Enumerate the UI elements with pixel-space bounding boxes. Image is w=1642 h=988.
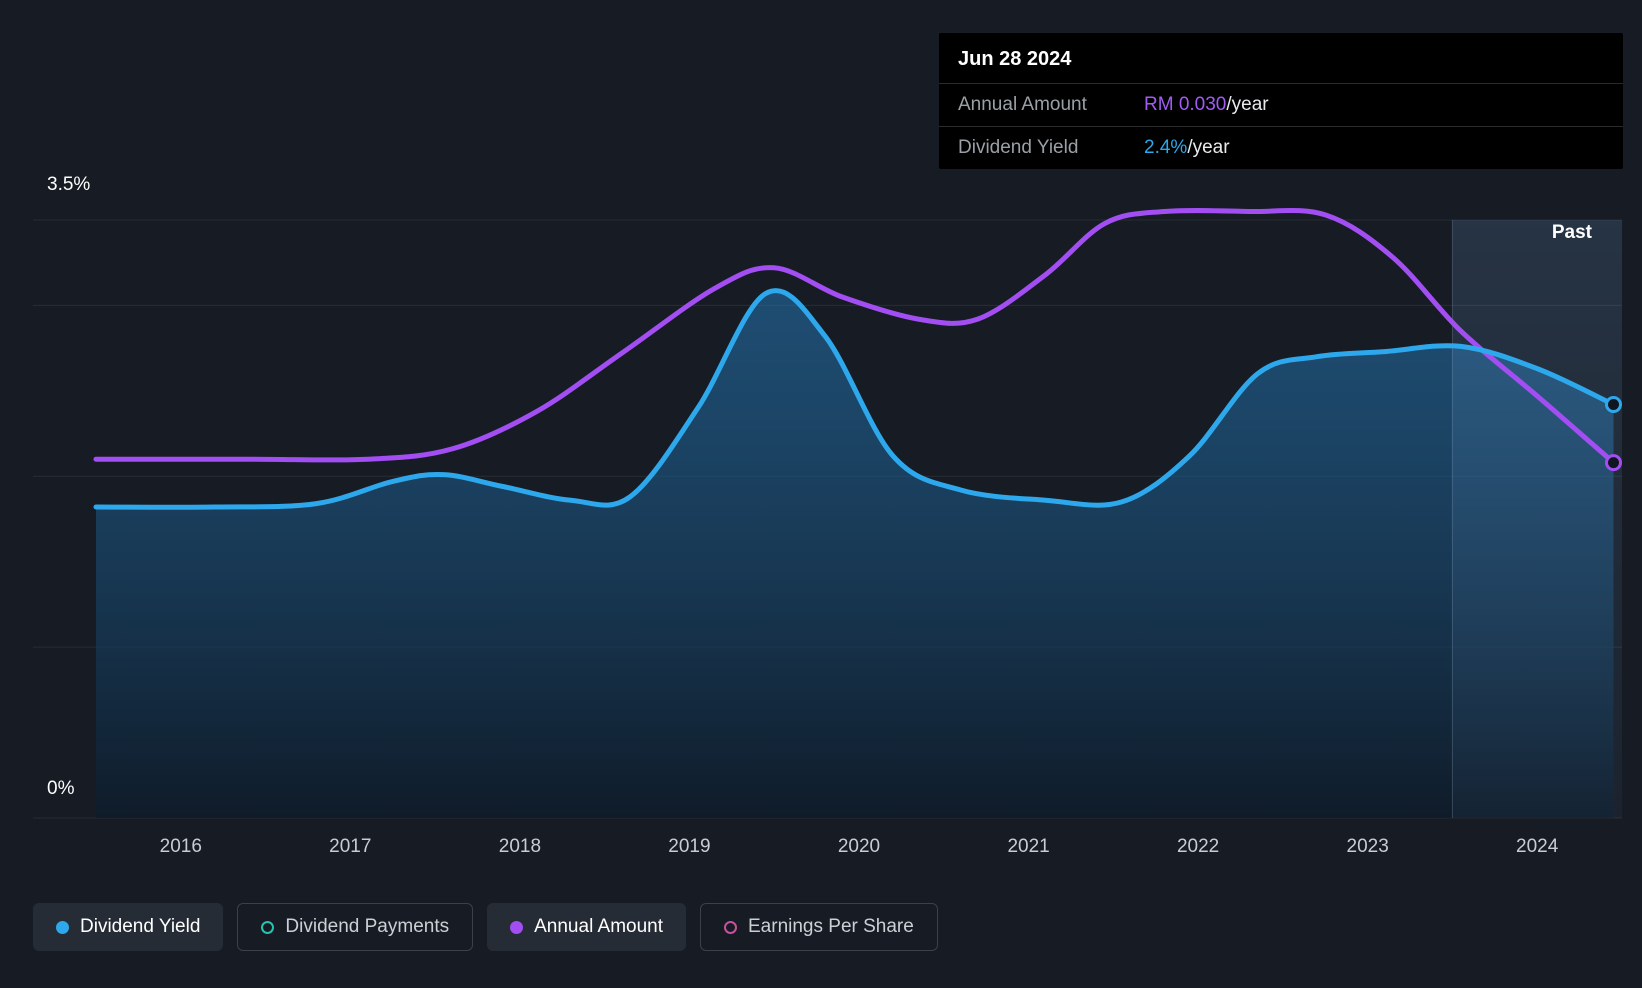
tooltip-date: Jun 28 2024 (958, 48, 1072, 70)
x-axis-label: 2019 (668, 836, 711, 857)
legend-label: Dividend Payments (285, 916, 450, 937)
tooltip-label: Annual Amount (958, 94, 1087, 115)
legend-earnings-per-share[interactable]: Earnings Per Share (700, 903, 938, 951)
x-axis-label: 2016 (159, 836, 202, 857)
yield-area (96, 290, 1614, 818)
y-axis-label-max: 3.5% (47, 174, 91, 195)
dividend-payments-ring-icon (261, 920, 275, 934)
x-axis-label: 2021 (1007, 836, 1050, 857)
legend-label: Dividend Yield (80, 916, 201, 937)
y-axis-label-min: 0% (47, 778, 75, 799)
endpoint-dot-icon (1605, 454, 1622, 472)
x-axis-label: 2020 (837, 836, 881, 857)
legend-annual-amount[interactable]: Annual Amount (487, 903, 686, 951)
tooltip-label: Dividend Yield (958, 137, 1079, 158)
endpoint-dot-icon (1605, 396, 1622, 413)
x-axis-label: 2023 (1346, 836, 1389, 857)
legend-label: Earnings Per Share (748, 916, 914, 937)
tooltip-value: RM 0.030/year (1144, 94, 1269, 115)
legend-label: Annual Amount (534, 916, 663, 937)
legend-dividend-yield[interactable]: Dividend Yield (33, 903, 224, 951)
earnings-per-share-ring-icon (724, 920, 737, 934)
x-axis-label: 2018 (498, 836, 542, 857)
legend-dividend-payments[interactable]: Dividend Payments (237, 903, 474, 951)
x-axis-label: 2024 (1516, 836, 1559, 857)
x-axis-label: 2017 (329, 836, 372, 857)
x-axis-label: 2022 (1176, 836, 1220, 857)
annual-amount-dot-icon (510, 920, 524, 934)
tooltip-value: 2.4%/year (1144, 137, 1230, 158)
tooltip: Jun 28 2024 Annual Amount RM 0.030/year … (939, 33, 1623, 169)
yield-line (93, 288, 1616, 510)
chart-legend: Dividend Yield Dividend Payments Annual … (33, 903, 938, 951)
tooltip-row-annual-amount: Annual Amount RM 0.030/year (939, 83, 1623, 126)
amount-line (93, 207, 1616, 466)
dividend-yield-dot-icon (56, 920, 69, 934)
past-label: Past (1551, 222, 1592, 243)
past-band (1452, 220, 1622, 818)
tooltip-row-dividend-yield: Dividend Yield 2.4%/year (939, 126, 1623, 169)
